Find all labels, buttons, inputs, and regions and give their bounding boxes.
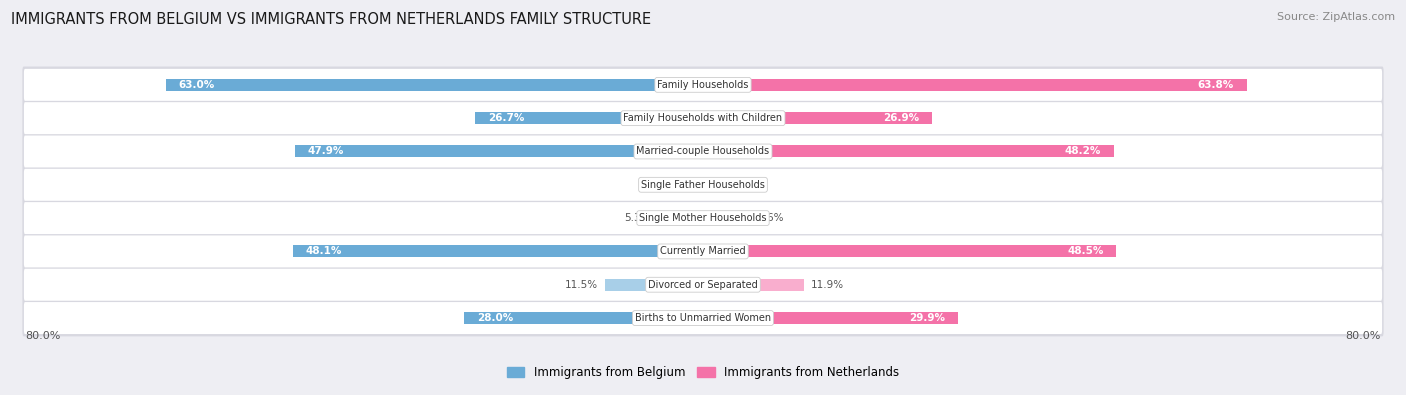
Text: IMMIGRANTS FROM BELGIUM VS IMMIGRANTS FROM NETHERLANDS FAMILY STRUCTURE: IMMIGRANTS FROM BELGIUM VS IMMIGRANTS FR… xyxy=(11,12,651,27)
Text: Single Father Households: Single Father Households xyxy=(641,180,765,190)
FancyBboxPatch shape xyxy=(24,135,1382,167)
FancyBboxPatch shape xyxy=(22,100,1384,137)
Text: Family Households: Family Households xyxy=(658,80,748,90)
FancyBboxPatch shape xyxy=(22,66,1384,103)
Text: 63.0%: 63.0% xyxy=(179,80,215,90)
Legend: Immigrants from Belgium, Immigrants from Netherlands: Immigrants from Belgium, Immigrants from… xyxy=(502,361,904,384)
Text: 29.9%: 29.9% xyxy=(910,313,945,323)
Text: 5.6%: 5.6% xyxy=(758,213,785,223)
Bar xyxy=(703,279,804,291)
FancyBboxPatch shape xyxy=(22,233,1384,270)
FancyBboxPatch shape xyxy=(24,102,1382,134)
FancyBboxPatch shape xyxy=(24,302,1382,334)
Text: 48.1%: 48.1% xyxy=(305,246,342,256)
Text: 48.5%: 48.5% xyxy=(1067,246,1104,256)
FancyBboxPatch shape xyxy=(22,266,1384,303)
Text: 2.0%: 2.0% xyxy=(652,180,679,190)
Text: 11.9%: 11.9% xyxy=(811,280,845,290)
Text: 26.7%: 26.7% xyxy=(488,113,524,123)
Bar xyxy=(686,179,703,191)
Text: Births to Unmarried Women: Births to Unmarried Women xyxy=(636,313,770,323)
Text: 5.3%: 5.3% xyxy=(624,213,651,223)
Text: Family Households with Children: Family Households with Children xyxy=(623,113,783,123)
Bar xyxy=(658,212,703,224)
Text: 47.9%: 47.9% xyxy=(308,147,344,156)
Text: Source: ZipAtlas.com: Source: ZipAtlas.com xyxy=(1277,12,1395,22)
FancyBboxPatch shape xyxy=(24,202,1382,234)
Text: 80.0%: 80.0% xyxy=(1346,331,1381,341)
Text: Divorced or Separated: Divorced or Separated xyxy=(648,280,758,290)
Text: 63.8%: 63.8% xyxy=(1198,80,1234,90)
Bar xyxy=(464,312,703,324)
Bar xyxy=(703,145,1114,158)
Bar xyxy=(295,145,703,158)
Bar xyxy=(292,245,703,258)
FancyBboxPatch shape xyxy=(24,69,1382,101)
FancyBboxPatch shape xyxy=(22,200,1384,237)
FancyBboxPatch shape xyxy=(22,300,1384,337)
Text: Single Mother Households: Single Mother Households xyxy=(640,213,766,223)
Bar xyxy=(703,79,1247,91)
FancyBboxPatch shape xyxy=(24,269,1382,301)
FancyBboxPatch shape xyxy=(22,133,1384,170)
Bar xyxy=(703,245,1116,258)
Bar xyxy=(703,212,751,224)
Bar xyxy=(703,179,721,191)
Bar xyxy=(166,79,703,91)
Bar xyxy=(703,312,957,324)
Text: 80.0%: 80.0% xyxy=(25,331,60,341)
Bar xyxy=(605,279,703,291)
FancyBboxPatch shape xyxy=(22,166,1384,203)
Bar xyxy=(475,112,703,124)
Text: 28.0%: 28.0% xyxy=(477,313,513,323)
FancyBboxPatch shape xyxy=(24,235,1382,267)
Text: 11.5%: 11.5% xyxy=(565,280,598,290)
Text: 2.2%: 2.2% xyxy=(728,180,755,190)
Text: Married-couple Households: Married-couple Households xyxy=(637,147,769,156)
Text: 48.2%: 48.2% xyxy=(1064,147,1101,156)
Text: 26.9%: 26.9% xyxy=(883,113,920,123)
Text: Currently Married: Currently Married xyxy=(661,246,745,256)
Bar xyxy=(703,112,932,124)
FancyBboxPatch shape xyxy=(24,169,1382,201)
